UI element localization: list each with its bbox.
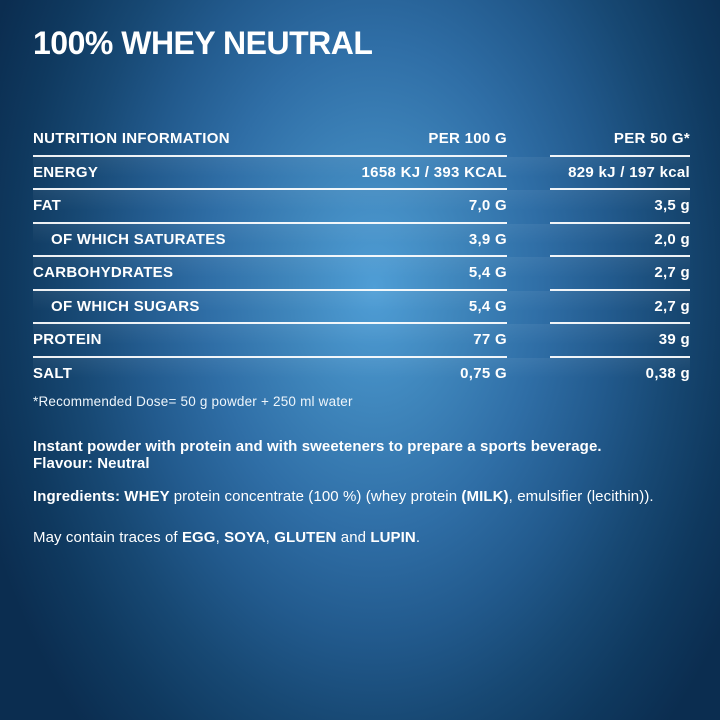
recommended-dose-footnote: *Recommended Dose= 50 g powder + 250 ml …	[33, 394, 353, 409]
column-gap	[507, 291, 550, 325]
table-row-left-segment: PROTEIN 77 G	[33, 324, 507, 358]
emphasized-text: SOYA	[224, 529, 266, 546]
emphasized-text: Instant powder with protein and with swe…	[33, 438, 602, 455]
row-per-100g: 1658 KJ / 393 KCAL	[361, 163, 507, 181]
product-title: 100% WHEY NEUTRAL	[33, 25, 373, 61]
emphasized-text: EGG	[181, 529, 216, 546]
table-row-right-segment: 0,38 g	[550, 358, 690, 392]
row-per-100g: 5,4 G	[468, 264, 507, 282]
row-per-50g: 2,7 g	[654, 264, 690, 282]
row-label: PROTEIN	[33, 331, 102, 349]
column-gap	[507, 324, 550, 358]
table-header-left-segment: NUTRITION INFORMATION PER 100 G	[33, 123, 507, 157]
row-per-50g: 829 kJ / 197 kcal	[568, 163, 690, 181]
row-per-100g: 3,9 G	[468, 230, 507, 248]
row-per-100g: 7,0 G	[468, 197, 507, 215]
column-gap	[507, 257, 550, 291]
table-row: CARBOHYDRATES 5,4 G 2,7 g	[33, 257, 690, 291]
table-row: OF WHICH SUGARS 5,4 G 2,7 g	[33, 290, 690, 325]
table-row-left-segment: OF WHICH SATURATES 3,9 G	[33, 224, 507, 257]
table-row-right-segment: 39 g	[550, 324, 690, 358]
table-row-left-segment: FAT 7,0 G	[33, 190, 507, 224]
row-per-50g: 3,5 g	[654, 197, 690, 215]
row-label: ENERGY	[33, 163, 99, 181]
body-text: ,	[215, 529, 225, 546]
emphasized-text: GLUTEN	[274, 529, 337, 546]
column-gap	[507, 358, 550, 392]
table-row-right-segment: 3,5 g	[550, 190, 690, 224]
row-label: OF WHICH SATURATES	[51, 230, 226, 248]
nutrition-table-body: ENERGY 1658 KJ / 393 KCAL 829 kJ / 197 k…	[33, 156, 690, 392]
nutrition-table: NUTRITION INFORMATION PER 100 G PER 50 G…	[33, 123, 690, 391]
body-text: ,	[265, 529, 275, 546]
table-row: OF WHICH SATURATES 3,9 G 2,0 g	[33, 223, 690, 258]
table-row: SALT 0,75 G 0,38 g	[33, 357, 690, 392]
row-per-50g: 39 g	[658, 331, 690, 349]
row-label: OF WHICH SUGARS	[51, 297, 200, 315]
row-per-100g: 0,75 G	[460, 364, 507, 382]
body-text: , emulsifier (lecithin)).	[508, 488, 654, 505]
table-header-right-segment: PER 50 G*	[550, 123, 690, 157]
row-per-50g: 2,0 g	[654, 230, 690, 248]
description-paragraphs: Instant powder with protein and with swe…	[33, 438, 690, 546]
description-paragraph: Ingredients: WHEY protein concentrate (1…	[33, 488, 690, 505]
body-text: May contain traces of	[33, 529, 182, 546]
table-row-right-segment: 2,7 g	[550, 257, 690, 291]
table-row: FAT 7,0 G 3,5 g	[33, 190, 690, 224]
row-label: SALT	[33, 364, 73, 382]
column-header-nutrition-information: NUTRITION INFORMATION	[33, 130, 230, 148]
table-row-right-segment: 2,0 g	[550, 224, 690, 257]
row-label: CARBOHYDRATES	[33, 264, 174, 282]
emphasized-text: (MILK)	[461, 488, 509, 505]
column-gap	[507, 123, 550, 157]
body-text: protein concentrate (100 %) (whey protei…	[173, 488, 462, 505]
column-gap	[507, 190, 550, 224]
emphasized-text: Ingredients: WHEY	[33, 488, 174, 505]
emphasized-text: Flavour: Neutral	[33, 455, 150, 472]
table-row-left-segment: CARBOHYDRATES 5,4 G	[33, 257, 507, 291]
table-row: ENERGY 1658 KJ / 393 KCAL 829 kJ / 197 k…	[33, 156, 690, 191]
table-row-left-segment: SALT 0,75 G	[33, 358, 507, 392]
row-label: FAT	[33, 197, 62, 215]
column-header-per-50g: PER 50 G*	[613, 130, 690, 148]
body-text: .	[415, 529, 421, 546]
table-row-left-segment: OF WHICH SUGARS 5,4 G	[33, 291, 507, 324]
column-gap	[507, 157, 550, 191]
column-gap	[507, 224, 550, 258]
row-per-50g: 0,38 g	[645, 364, 690, 382]
column-header-per-100g: PER 100 G	[428, 130, 507, 148]
table-row-right-segment: 2,7 g	[550, 291, 690, 324]
description-paragraph: Instant powder with protein and with swe…	[33, 438, 690, 472]
table-row-right-segment: 829 kJ / 197 kcal	[550, 157, 690, 190]
body-text: and	[336, 529, 371, 546]
table-row: PROTEIN 77 G 39 g	[33, 324, 690, 358]
row-per-100g: 5,4 G	[468, 297, 507, 315]
emphasized-text: LUPIN	[370, 529, 416, 546]
row-per-50g: 2,7 g	[654, 297, 690, 315]
description-paragraph: May contain traces of EGG, SOYA, GLUTEN …	[33, 529, 690, 546]
table-header-row: NUTRITION INFORMATION PER 100 G PER 50 G…	[33, 123, 690, 157]
row-per-100g: 77 G	[473, 331, 507, 349]
table-row-left-segment: ENERGY 1658 KJ / 393 KCAL	[33, 157, 507, 190]
